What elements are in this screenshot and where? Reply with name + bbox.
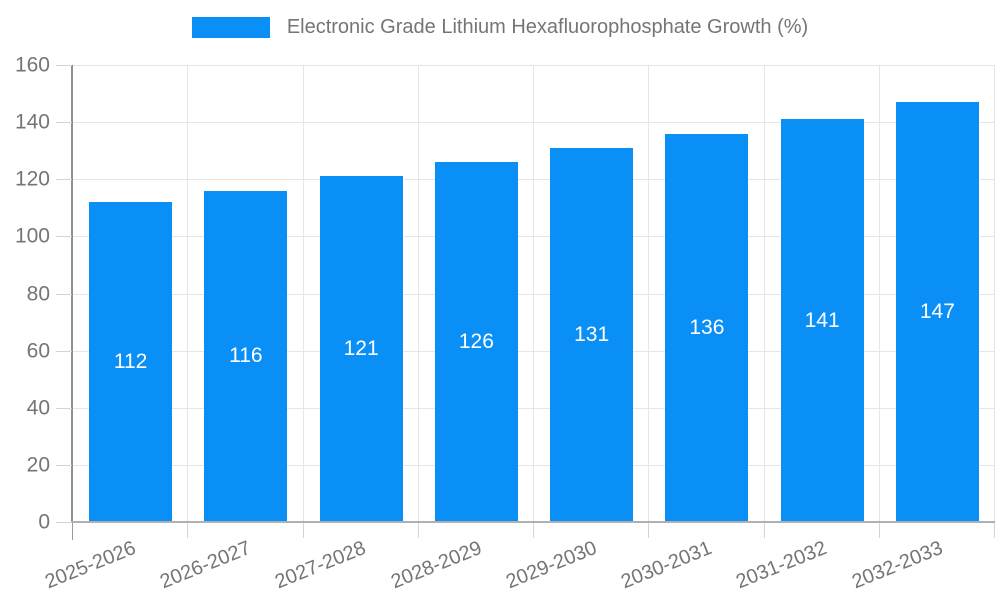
gridline-horizontal: [73, 464, 995, 466]
x-axis-tick-mark: [764, 523, 765, 538]
x-axis-tick-label: 2030-2031: [618, 537, 716, 594]
y-axis-tick-mark: [56, 122, 72, 124]
gridline-vertical: [648, 65, 649, 522]
x-axis-tick-mark: [187, 523, 188, 538]
gridline-vertical: [303, 65, 304, 522]
gridline-vertical: [533, 65, 534, 522]
gridline-vertical: [994, 65, 995, 522]
y-axis-tick-mark: [56, 65, 72, 66]
x-axis-tick-mark: [648, 523, 649, 538]
y-axis-tick-label: 160: [14, 53, 50, 77]
bar[interactable]: 121: [319, 176, 403, 522]
x-axis-labels: 2025-2026 2026-2027 2027-2028 2028-2029 2029…: [42, 537, 995, 600]
y-axis-tick-label: 80: [26, 282, 50, 305]
x-axis-tick-mark: [418, 523, 419, 538]
bar[interactable]: 136: [665, 133, 749, 522]
gridline-vertical: [187, 65, 188, 522]
legend-swatch[interactable]: [191, 17, 270, 38]
bar-value-label: 141: [804, 308, 840, 332]
x-axis-tick-mark: [879, 523, 880, 538]
bar-value-label: 147: [919, 300, 955, 324]
y-axis-tick-label: 20: [26, 453, 50, 477]
y-axis-tick-label: 60: [26, 339, 50, 363]
bar[interactable]: 116: [204, 190, 288, 522]
y-axis-tick-label: 0: [38, 510, 50, 534]
x-axis-tick-label: 2032-2033: [848, 537, 946, 594]
gridline-horizontal: [73, 236, 995, 238]
x-axis-tick-label: 2026-2027: [157, 537, 255, 594]
y-axis-tick-mark: [56, 179, 72, 181]
gridline-horizontal: [73, 65, 995, 66]
y-axis-labels: 0 20 40 60 80 100 120 140 160: [0, 55, 50, 533]
y-axis-line: [71, 65, 73, 523]
gridline-vertical: [418, 65, 419, 522]
gridline-horizontal: [73, 293, 995, 295]
y-axis-tick-mark: [56, 350, 72, 352]
y-axis-tick-label: 100: [14, 224, 50, 248]
y-axis-tick-mark: [56, 522, 72, 523]
bar[interactable]: 147: [895, 102, 979, 522]
gridline-vertical: [764, 65, 765, 522]
x-axis-tick-mark: [533, 523, 534, 538]
x-axis-tick-mark: [303, 523, 304, 538]
y-axis-tick-mark: [56, 407, 72, 409]
bar-value-label: 126: [458, 330, 494, 354]
x-axis-line: [71, 521, 995, 523]
x-axis-tick-label: 2031-2032: [733, 537, 831, 594]
y-axis-tick-label: 120: [14, 167, 50, 191]
x-axis-tick-mark: [72, 523, 73, 540]
y-axis-tick-mark: [56, 464, 72, 466]
x-axis-tick-label: 2029-2030: [502, 537, 600, 594]
y-axis-tick-mark: [56, 236, 72, 238]
gridline-horizontal: [73, 350, 995, 352]
x-axis-tick-label: 2028-2029: [387, 537, 485, 594]
y-axis-tick-label: 140: [14, 110, 50, 134]
x-axis-tick-label: 2027-2028: [272, 537, 370, 594]
plot-area: 112 116 121 126 131 136 141 147: [73, 65, 995, 522]
bar-value-label: 112: [113, 350, 148, 374]
bar[interactable]: 126: [434, 162, 518, 522]
bar-value-label: 131: [574, 322, 610, 346]
bar-value-label: 136: [689, 315, 725, 339]
y-axis-tick-mark: [56, 293, 72, 295]
gridline-horizontal: [73, 122, 995, 124]
bar[interactable]: 112: [89, 202, 173, 522]
gridline-vertical: [879, 65, 880, 522]
legend[interactable]: Electronic Grade Lithium Hexafluorophosp…: [0, 16, 1000, 39]
bar[interactable]: 131: [550, 147, 634, 522]
bar-value-label: 116: [229, 344, 263, 368]
x-axis-tick-mark: [994, 523, 995, 538]
y-axis-tick-label: 40: [26, 396, 50, 420]
x-axis-tick-label: 2025-2026: [41, 537, 139, 594]
gridline-horizontal: [73, 407, 995, 409]
bar[interactable]: 141: [780, 119, 864, 522]
bar-value-label: 121: [343, 337, 379, 361]
gridline-horizontal: [73, 179, 995, 181]
legend-label: Electronic Grade Lithium Hexafluorophosp…: [286, 16, 809, 38]
